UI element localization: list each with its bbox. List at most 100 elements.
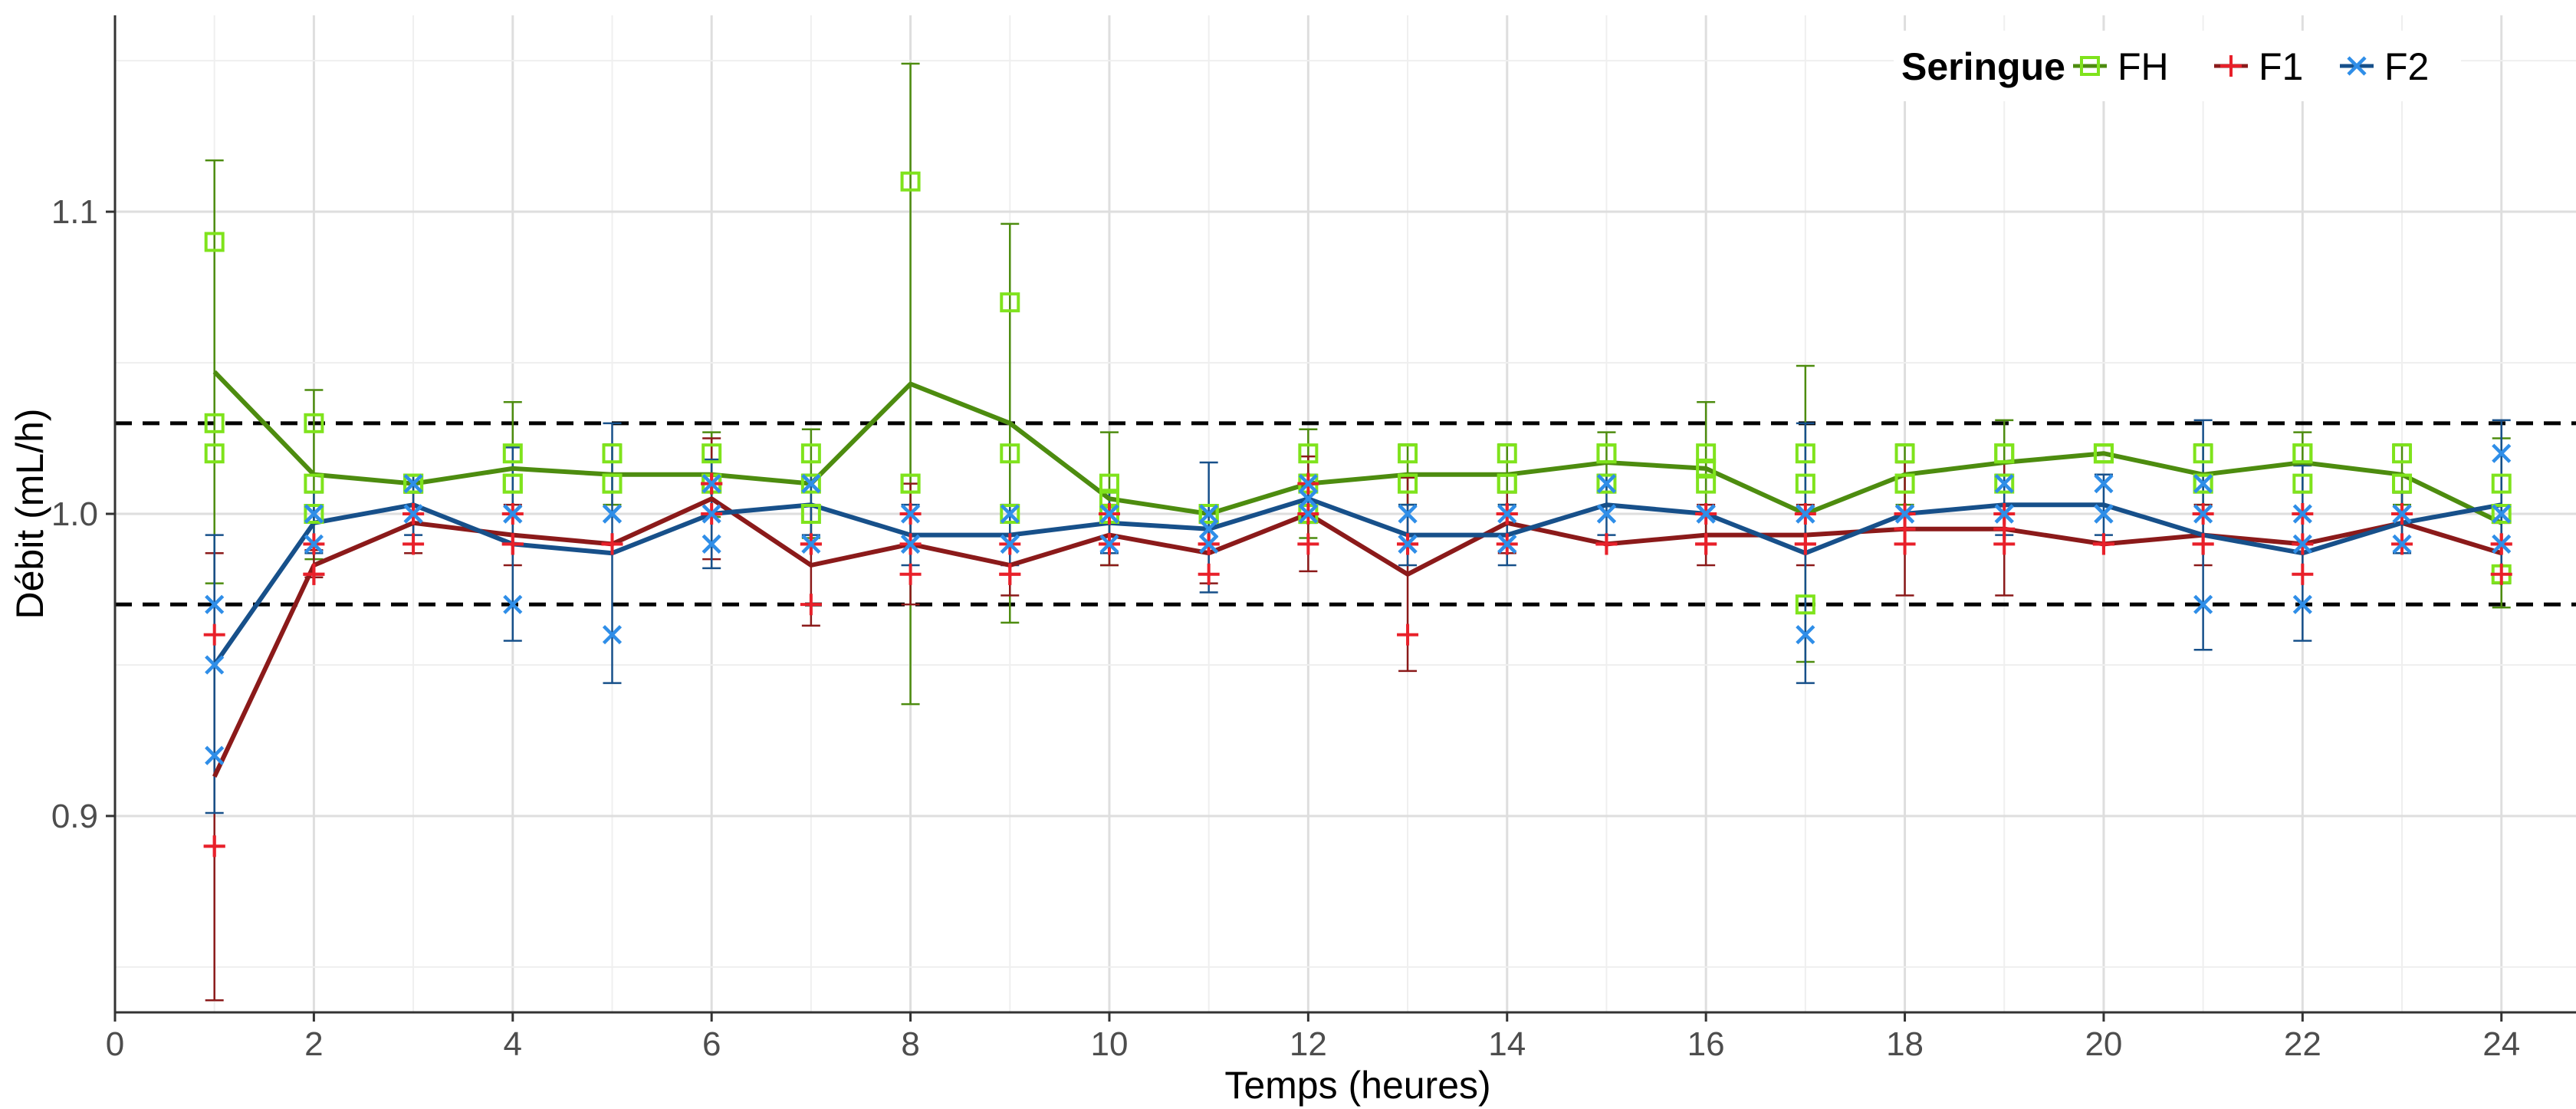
series-fh-point: [1000, 292, 1020, 313]
cross-marker-b: [1796, 624, 1815, 645]
cross-marker-b: [1596, 504, 1617, 524]
series-f1-point: [899, 563, 922, 585]
series-f2-point: [2492, 534, 2512, 554]
cross-marker-b: [205, 594, 225, 614]
series-fh-point: [2292, 443, 2313, 464]
series-f2-point: [503, 594, 523, 614]
series-f1-point: [2092, 533, 2114, 555]
series-fh-point: [1696, 443, 1717, 464]
series-f2-point: [1497, 504, 1517, 524]
series-fh-point: [1696, 473, 1717, 494]
series-fh-point: [2491, 504, 2512, 524]
legend-key-fh-point: [2080, 56, 2100, 76]
series-fh-point: [502, 443, 523, 464]
x-tick-label: 20: [2085, 1025, 2122, 1063]
x-tick-label: 4: [504, 1025, 522, 1063]
series-f2-point: [2193, 474, 2213, 494]
legend-title: Seringue: [1901, 45, 2065, 88]
x-tick-label: 8: [901, 1025, 919, 1063]
series-fh-point: [702, 443, 722, 464]
series-fh-point: [502, 473, 523, 494]
series-f2-point: [1298, 474, 1318, 494]
cross-marker-b: [2492, 504, 2512, 524]
cross-marker-b: [801, 534, 821, 554]
cross-marker-b: [403, 504, 423, 524]
legend-item-fh: FH: [2073, 45, 2169, 88]
cross-marker-b: [702, 474, 721, 494]
series-f1-point: [1297, 533, 1319, 555]
series-fh-point: [1497, 473, 1517, 494]
y-tick-label: 0.9: [51, 798, 98, 835]
series-fh-point: [1994, 473, 2015, 494]
cross-marker-b: [1894, 504, 1915, 524]
series-f1-point: [402, 533, 425, 555]
cross-marker-b: [1000, 504, 1020, 524]
series-fh-point: [304, 413, 324, 433]
cross-marker-b: [1994, 474, 2014, 494]
series-f1-point: [1794, 533, 1816, 555]
y-tick-label: 1.0: [51, 495, 98, 533]
series-f2-point: [702, 534, 721, 554]
series-f2-point: [2392, 534, 2412, 554]
series-fh-point: [800, 443, 821, 464]
series-f2-point: [1199, 534, 1219, 554]
series-f1-point: [2490, 563, 2512, 585]
series-fh-point: [2093, 443, 2114, 464]
series-f2-point: [2392, 504, 2412, 524]
series-f2-point: [1497, 534, 1517, 554]
series-fh-point: [602, 443, 623, 464]
series-fh-point: [1000, 504, 1020, 524]
series-f2-point: [403, 504, 423, 524]
series-fh-point: [2292, 473, 2313, 494]
series-fh-point: [1198, 504, 1219, 524]
series-f2-point: [602, 504, 623, 524]
legend-label: F2: [2384, 45, 2429, 88]
series-f2-point: [1000, 504, 1020, 524]
series-fh-point: [304, 473, 324, 494]
x-tick-label: 6: [702, 1025, 721, 1063]
cross-marker-b: [2392, 534, 2412, 554]
cross-marker-b: [2492, 534, 2512, 554]
cross-marker-b: [1497, 534, 1517, 554]
x-tick-label: 18: [1886, 1025, 1924, 1063]
series-f2-point: [1796, 504, 1815, 524]
x-tick-label: 22: [2284, 1025, 2321, 1063]
series-f1-point: [800, 594, 822, 616]
series-f1-point: [303, 563, 325, 585]
cross-marker-b: [2094, 504, 2114, 524]
cross-marker-b: [2347, 56, 2367, 76]
series-lines: [212, 370, 2503, 778]
series-f1-line: [212, 496, 2502, 778]
x-tick-label: 0: [106, 1025, 124, 1063]
cross-marker-b: [1994, 504, 2014, 524]
cross-marker-b: [1199, 504, 1219, 524]
series-fh-point: [1994, 443, 2015, 464]
series-f2-point: [1994, 504, 2014, 524]
series-f2-point: [1099, 504, 1119, 524]
series-f2-point: [1099, 534, 1119, 554]
legend-label: FH: [2118, 45, 2169, 88]
cross-marker-b: [1099, 534, 1119, 554]
cross-marker-b: [2392, 504, 2412, 524]
series-f2-point: [205, 594, 225, 614]
x-tick-label: 12: [1290, 1025, 1327, 1063]
cross-marker-b: [2292, 504, 2312, 524]
series-f2-point: [304, 504, 324, 524]
legend-key-f2-point: [2347, 56, 2367, 76]
series-fh-point: [1000, 443, 1020, 464]
series-fh-point: [800, 504, 821, 524]
series-f2-point: [1894, 504, 1915, 524]
series-f2-point: [1298, 504, 1318, 524]
series-f2-point: [801, 474, 821, 494]
series-f1-point: [999, 563, 1021, 585]
series-f1-point: [1595, 533, 1618, 555]
series-f1-point: [1198, 563, 1220, 585]
series-fh-point: [1696, 458, 1717, 479]
series-fh-point: [403, 473, 424, 494]
x-tick-label: 16: [1687, 1025, 1725, 1063]
series-f2-point: [900, 534, 921, 554]
series-f2-point: [1796, 624, 1815, 645]
series-f2-point: [1298, 489, 1318, 508]
series-f1-point: [601, 533, 623, 555]
